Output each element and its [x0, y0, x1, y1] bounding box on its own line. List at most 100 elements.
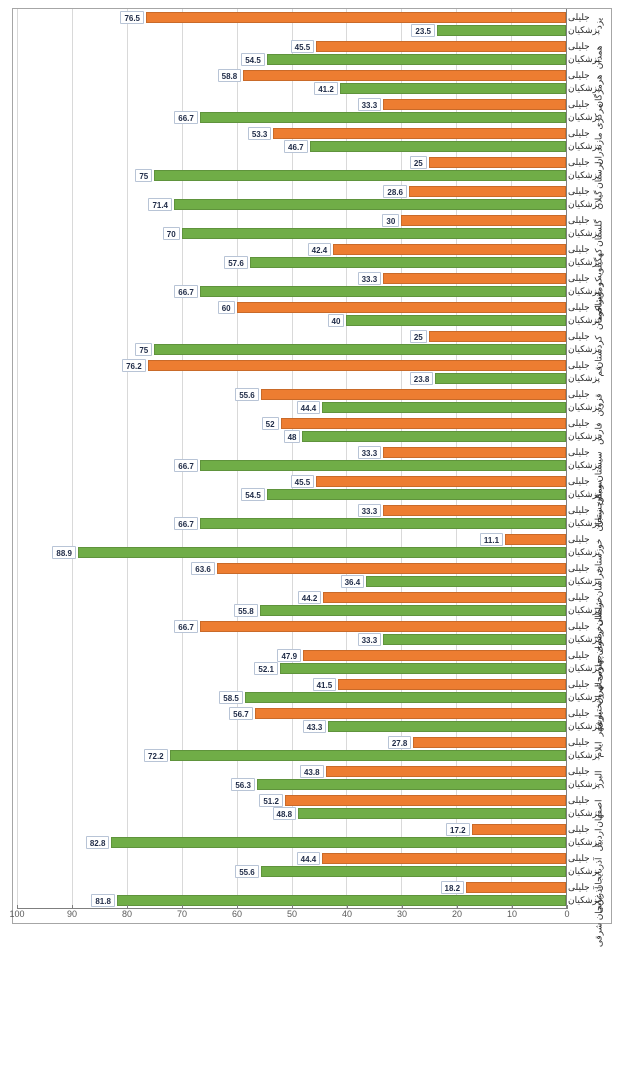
jalili-bar: [281, 418, 566, 429]
series-label: جلیلی: [568, 562, 592, 575]
value-label: 23.8: [410, 372, 434, 385]
value-label: 55.6: [235, 865, 259, 878]
bar-row: 72.2پزشکیان: [17, 749, 566, 762]
province-label: خوزستان: [594, 539, 605, 553]
value-label: 33.3: [358, 98, 382, 111]
pezeshkian-bar: [322, 402, 566, 413]
bar-row: 33.3جلیلی: [17, 98, 566, 111]
bar-row: 23.5پزشکیان: [17, 24, 566, 37]
province-group: 51.2جلیلی48.8پزشکیاناصفهان: [17, 792, 566, 821]
series-label: جلیلی: [568, 185, 592, 198]
series-label: جلیلی: [568, 69, 592, 82]
value-label: 66.7: [174, 285, 198, 298]
province-group: 47.9جلیلی52.1پزشکیانچهارمحال و بختیاری: [17, 647, 566, 676]
value-label: 33.3: [358, 633, 382, 646]
pezeshkian-bar: [346, 315, 566, 326]
pezeshkian-bar: [383, 634, 566, 645]
axis-tick-label: 60: [232, 909, 242, 919]
value-label: 47.9: [277, 649, 301, 662]
jalili-bar: [217, 563, 566, 574]
pezeshkian-bar: [200, 518, 566, 529]
province-group: 76.2جلیلی23.8پزشکیانقم: [17, 357, 566, 386]
jalili-bar: [409, 186, 566, 197]
value-label: 30: [382, 214, 399, 227]
province-label: اصفهان: [594, 800, 605, 814]
value-label: 53.3: [248, 127, 272, 140]
value-label: 71.4: [148, 198, 172, 211]
value-label: 63.6: [191, 562, 215, 575]
province-label: یزد: [594, 17, 605, 31]
province-group: 30جلیلی70پزشکیانگلستان: [17, 212, 566, 241]
value-label: 44.2: [298, 591, 322, 604]
bar-row: 57.6پزشکیان: [17, 256, 566, 269]
pezeshkian-bar: [260, 605, 566, 616]
axis-tick-label: 10: [507, 909, 517, 919]
series-label: جلیلی: [568, 504, 592, 517]
bar-row: 45.5جلیلی: [17, 40, 566, 53]
pezeshkian-bar: [78, 547, 566, 558]
series-label: جلیلی: [568, 214, 592, 227]
series-label: جلیلی: [568, 243, 592, 256]
value-label: 66.7: [174, 620, 198, 633]
pezeshkian-bar: [174, 199, 566, 210]
bar-row: 88.9پزشکیان: [17, 546, 566, 559]
value-label: 52: [262, 417, 279, 430]
value-label: 70: [163, 227, 180, 240]
value-label: 28.6: [383, 185, 407, 198]
pezeshkian-bar: [200, 460, 566, 471]
pezeshkian-bar: [200, 286, 566, 297]
bar-row: 82.8پزشکیان: [17, 836, 566, 849]
series-label: جلیلی: [568, 301, 592, 314]
province-label: سمنان: [594, 481, 605, 495]
province-label: خراسان جنوبی: [594, 626, 605, 640]
pezeshkian-bar: [257, 779, 566, 790]
bar-row: 25جلیلی: [17, 156, 566, 169]
province-label: زنجان: [594, 510, 605, 524]
bar-row: 75پزشکیان: [17, 169, 566, 182]
bar-row: 76.5جلیلی: [17, 11, 566, 24]
series-label: جلیلی: [568, 40, 592, 53]
series-label: جلیلی: [568, 156, 592, 169]
axis-tick-label: 20: [452, 909, 462, 919]
value-label: 36.4: [341, 575, 365, 588]
value-label: 75: [135, 343, 152, 356]
province-label: مرکزی: [594, 104, 605, 118]
bar-row: 44.4جلیلی: [17, 852, 566, 865]
pezeshkian-bar: [437, 25, 566, 36]
series-label: جلیلی: [568, 620, 592, 633]
value-label: 72.2: [144, 749, 168, 762]
pezeshkian-bar: [117, 895, 566, 906]
bar-row: 66.7پزشکیان: [17, 517, 566, 530]
jalili-bar: [200, 621, 566, 632]
province-label: البرز: [594, 771, 605, 785]
axis-tick-label: 80: [122, 909, 132, 919]
province-group: 56.7جلیلی43.3پزشکیانبوشهر: [17, 705, 566, 734]
series-label: جلیلی: [568, 475, 592, 488]
jalili-bar: [273, 128, 566, 139]
province-group: 52جلیلی48پزشکیانفارس: [17, 415, 566, 444]
bar-row: 33.3جلیلی: [17, 272, 566, 285]
province-group: 44.2جلیلی55.8پزشکیانخراسان رضوی: [17, 589, 566, 618]
series-label: جلیلی: [568, 678, 592, 691]
province-group: 45.5جلیلی54.5پزشکیانسمنان: [17, 473, 566, 502]
bar-row: 30جلیلی: [17, 214, 566, 227]
bar-row: 23.8پزشکیان: [17, 372, 566, 385]
bar-row: 56.3پزشکیان: [17, 778, 566, 791]
value-label: 43.8: [300, 765, 324, 778]
value-label: 60: [218, 301, 235, 314]
province-group: 17.2جلیلی82.8پزشکیاناردبیل: [17, 821, 566, 850]
province-label: آذربایجان شرقی: [594, 887, 605, 901]
series-label: جلیلی: [568, 591, 592, 604]
jalili-bar: [383, 99, 566, 110]
province-label: لرستان: [594, 162, 605, 176]
province-label: همدان: [594, 46, 605, 60]
bar-row: 66.7جلیلی: [17, 620, 566, 633]
pezeshkian-bar: [182, 228, 566, 239]
jalili-bar: [261, 389, 566, 400]
province-group: 18.2جلیلی81.8پزشکیانآذربایجان شرقی: [17, 879, 566, 908]
pezeshkian-bar: [302, 431, 566, 442]
bar-row: 63.6جلیلی: [17, 562, 566, 575]
pezeshkian-bar: [261, 866, 566, 877]
value-label: 25: [410, 330, 427, 343]
bar-row: 27.8جلیلی: [17, 736, 566, 749]
